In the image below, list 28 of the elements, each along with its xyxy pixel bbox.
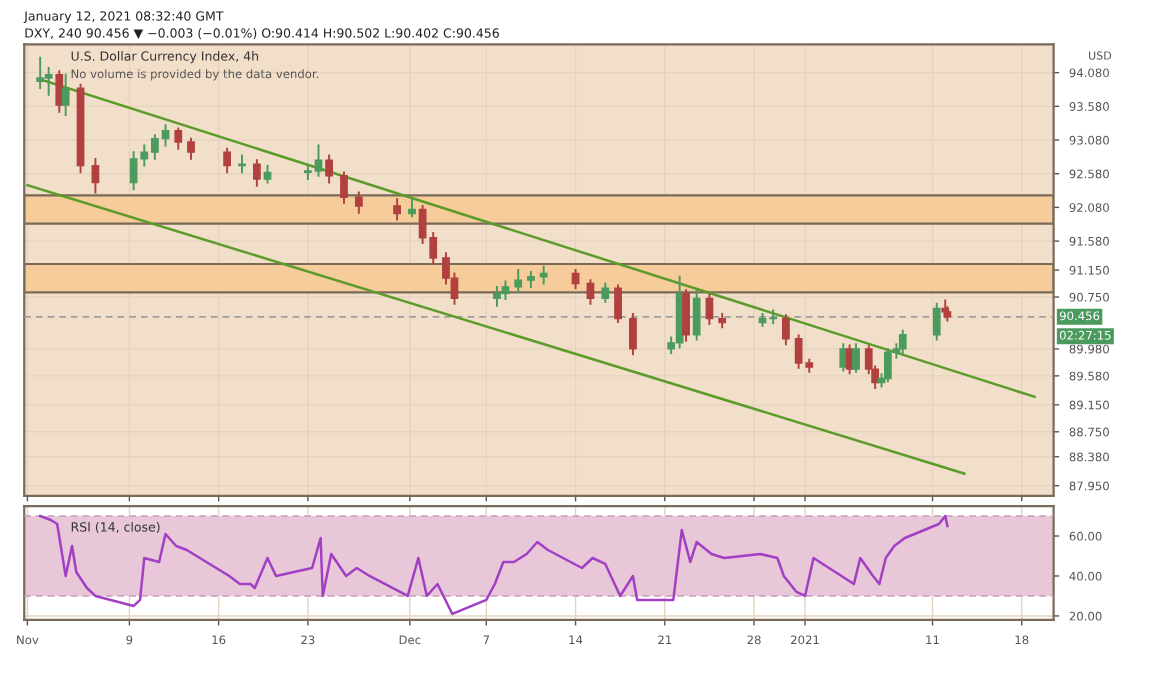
candlestick: [601, 282, 610, 303]
candlestick: [692, 289, 701, 341]
candlestick: [884, 347, 892, 383]
candlestick: [839, 343, 848, 372]
candlestick: [514, 269, 523, 294]
candlestick: [174, 127, 183, 150]
candlestick: [223, 147, 232, 174]
candlestick: [44, 66, 53, 96]
candlestick: [325, 154, 333, 184]
candlestick: [586, 279, 595, 305]
candlestick: [852, 343, 860, 373]
candlestick: [629, 312, 637, 356]
candlestick: [61, 73, 70, 117]
candlestick: [252, 159, 261, 187]
candlestick: [898, 329, 907, 356]
candlestick: [932, 302, 941, 341]
line-series: [38, 514, 949, 616]
candlestick: [55, 70, 64, 113]
candlestick: [393, 198, 401, 221]
candlestick: [354, 191, 363, 214]
candlestick: [91, 157, 100, 194]
candlestick: [493, 285, 501, 307]
candlestick: [782, 314, 790, 346]
candlestick: [340, 171, 348, 204]
candlestick: [187, 137, 195, 160]
candlestick: [36, 56, 45, 90]
candlestick: [682, 289, 690, 342]
candlestick: [614, 284, 622, 323]
